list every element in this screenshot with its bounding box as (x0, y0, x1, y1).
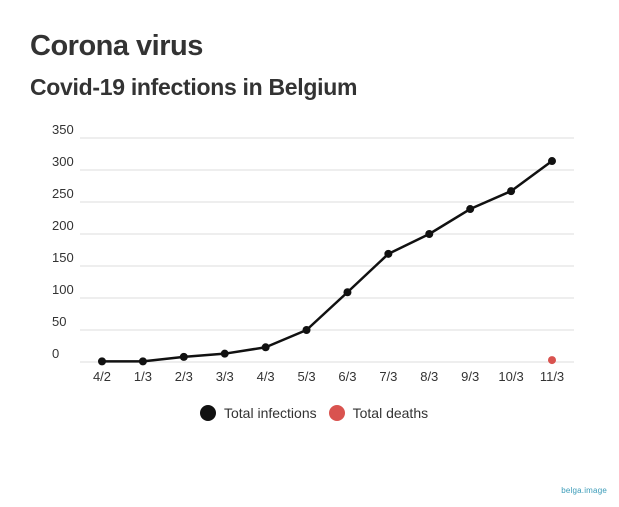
data-point-infections (220, 349, 229, 358)
data-point-infections (466, 205, 475, 214)
y-tick-label: 0 (52, 346, 59, 361)
x-tick-label: 8/3 (420, 369, 438, 384)
legend-label-infections: Total infections (224, 405, 317, 421)
data-point-infections (425, 230, 434, 238)
x-tick-label: 4/3 (257, 369, 275, 384)
x-tick-label: 3/3 (216, 369, 234, 384)
legend-swatch-deaths (328, 405, 345, 421)
y-tick-label: 150 (52, 250, 74, 265)
data-point-infections (507, 187, 516, 196)
y-tick-label: 250 (52, 186, 74, 201)
y-tick-label: 350 (52, 122, 74, 137)
y-tick-label: 50 (52, 314, 66, 329)
x-tick-label: 10/3 (498, 369, 523, 384)
data-point-infections (302, 326, 311, 334)
x-tick-label: 2/3 (175, 369, 193, 384)
x-tick-label: 11/3 (540, 369, 564, 384)
x-tick-label: 6/3 (338, 369, 356, 384)
data-point-deaths (548, 356, 556, 365)
chart-title: Corona virus (30, 30, 203, 62)
x-tick-label: 4/2 (93, 369, 111, 384)
data-point-infections (98, 357, 106, 366)
chart-subtitle: Covid-19 infections in Belgium (30, 74, 358, 100)
legend-item-deaths[interactable]: Total deaths (328, 405, 429, 421)
data-point-infections (261, 343, 270, 352)
data-point-infections (138, 357, 147, 366)
series-line-infections (102, 160, 553, 363)
y-tick-label: 200 (52, 218, 74, 233)
legend-swatch-infections (200, 405, 216, 421)
x-tick-label: 1/3 (134, 369, 152, 384)
line-chart: 350 300 250 200 150 100 50 0 4/2 1/3 2/3 3/3 4/3 5/3 6… (52, 122, 574, 384)
data-point-infections (343, 288, 352, 297)
data-point-infections (179, 352, 188, 361)
belga-image-logo: belga.image (561, 486, 607, 495)
x-tick-label: 5/3 (298, 369, 316, 384)
y-tick-label: 300 (52, 154, 74, 169)
x-tick-label: 9/3 (461, 369, 479, 384)
legend-item-infections[interactable]: Total infections (200, 405, 317, 421)
y-tick-label: 100 (52, 282, 74, 297)
data-point-infections (548, 157, 556, 166)
legend-label-deaths: Total deaths (352, 405, 429, 421)
legend: Total infections Total deaths (200, 405, 428, 421)
data-point-infections (384, 249, 393, 258)
x-tick-label: 7/3 (379, 369, 397, 384)
